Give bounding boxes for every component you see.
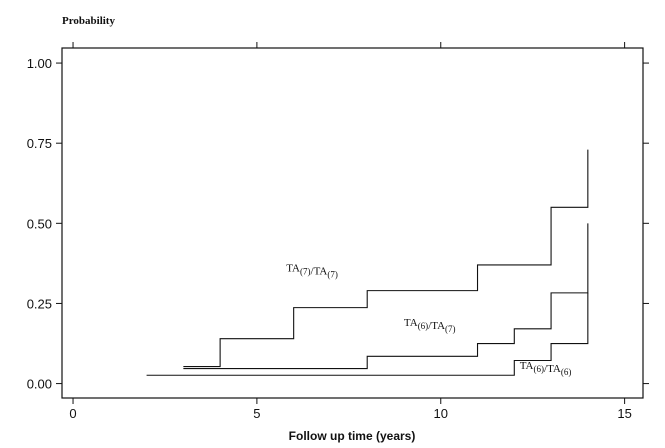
series-line <box>146 292 589 376</box>
series-annotation: TA(6)/TA(7) <box>404 317 456 334</box>
y-axis-label: Probability <box>62 15 115 27</box>
x-tick-label: 10 <box>434 406 448 421</box>
series-line <box>183 223 589 370</box>
x-axis-label: Follow up time (years) <box>289 429 416 443</box>
x-tick-label: 0 <box>69 406 76 421</box>
series-annotation: TA(7)/TA(7) <box>286 262 338 279</box>
y-tick-label: 0.75 <box>27 136 52 151</box>
plot-frame <box>61 47 644 399</box>
y-tick-label: 0.00 <box>27 377 52 392</box>
x-tick-label: 5 <box>253 406 260 421</box>
series-annotation: TA(6)/TA(6) <box>520 360 572 377</box>
y-tick-label: 0.50 <box>27 216 52 231</box>
series-line <box>183 149 589 368</box>
y-tick-label: 1.00 <box>27 56 52 71</box>
y-tick-label: 0.25 <box>27 296 52 311</box>
x-tick-label: 15 <box>617 406 631 421</box>
